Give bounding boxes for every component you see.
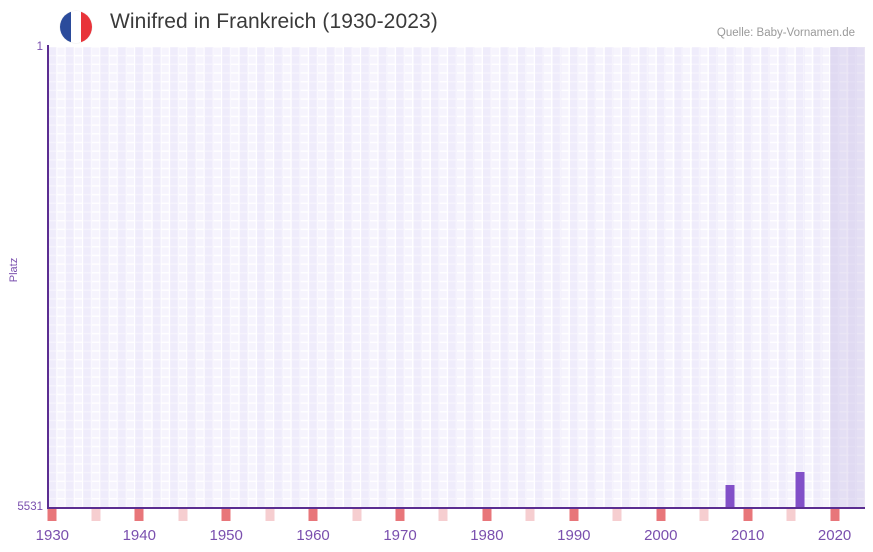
y-axis-line	[47, 45, 49, 509]
x-axis-tick-mark-major	[482, 509, 492, 521]
chart-header: Winifred in Frankreich (1930-2023) Quell…	[0, 0, 873, 46]
x-axis-tick-mark-minor	[786, 509, 796, 521]
flag-france-icon	[60, 11, 92, 43]
x-axis-tick-label: 1950	[209, 527, 243, 544]
x-axis-tick-label: 2000	[644, 527, 678, 544]
recent-years-shaded-region	[830, 47, 865, 508]
x-axis-tick-mark-major	[743, 509, 753, 521]
x-axis-tick-mark-major	[221, 509, 231, 521]
x-axis-tick-mark-major	[308, 509, 318, 521]
y-axis-title: Platz	[8, 257, 20, 283]
x-axis-tick-mark-minor	[91, 509, 101, 521]
x-axis-tick-mark-minor	[265, 509, 275, 521]
x-axis-tick-mark-minor	[699, 509, 709, 521]
x-axis-tick-label: 1980	[470, 527, 504, 544]
x-axis-tick-mark-major	[134, 509, 144, 521]
chart-title: Winifred in Frankreich (1930-2023)	[110, 10, 438, 33]
x-axis-tick-label: 1970	[383, 527, 417, 544]
x-axis-tick-label: 1990	[557, 527, 591, 544]
x-axis-tick-mark-minor	[178, 509, 188, 521]
flag-stripe-white	[70, 11, 82, 43]
x-axis-line	[47, 507, 865, 509]
plot-area	[48, 47, 865, 508]
x-axis-tick-mark-minor	[612, 509, 622, 521]
x-axis-tick-label: 1930	[35, 527, 70, 544]
x-axis-tick-label: 1960	[296, 527, 330, 544]
x-axis-tick-label: 2020	[817, 527, 852, 544]
x-axis-tick-mark-minor	[352, 509, 362, 521]
grid-column-tint	[48, 47, 865, 508]
x-axis-tick-mark-major	[47, 509, 57, 521]
flag-stripe-red	[81, 11, 92, 43]
x-axis-tick-label: 1940	[122, 527, 156, 544]
x-axis-tick-mark-major	[569, 509, 579, 521]
x-axis-tick-label: 2010	[730, 527, 765, 544]
x-axis-tick-mark-major	[656, 509, 666, 521]
flag-stripe-blue	[60, 11, 71, 43]
data-bar[interactable]	[795, 472, 805, 508]
grid-lines	[48, 47, 865, 508]
x-axis-tick-mark-major	[395, 509, 405, 521]
x-axis-tick-mark-major	[830, 509, 840, 521]
x-axis-tick-mark-minor	[438, 509, 448, 521]
chart-source-attribution: Quelle: Baby-Vornamen.de	[716, 27, 855, 39]
x-axis-tick-mark-minor	[525, 509, 535, 521]
y-axis-top-tick-label: 1	[36, 41, 43, 53]
data-bar[interactable]	[725, 484, 735, 508]
y-axis-bottom-tick-label: 5531	[17, 501, 43, 513]
